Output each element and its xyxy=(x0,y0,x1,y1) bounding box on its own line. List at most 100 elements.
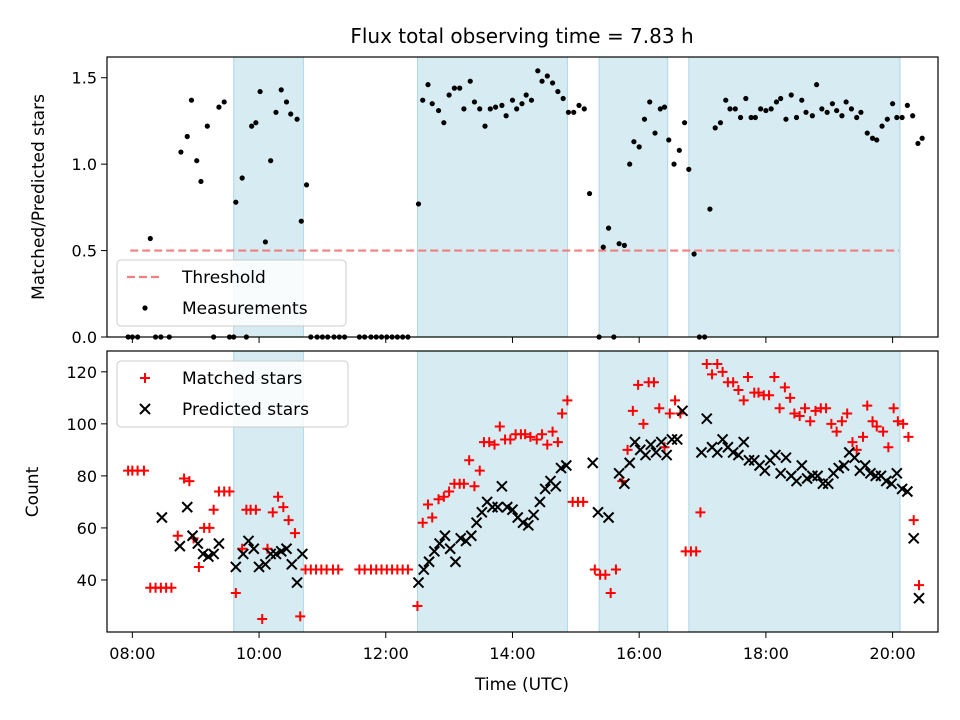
data-point xyxy=(645,438,657,451)
data-point xyxy=(534,496,546,508)
data-point xyxy=(851,444,862,455)
y-tick-label: 0.0 xyxy=(72,328,97,347)
data-point xyxy=(484,437,495,448)
data-point xyxy=(248,543,260,555)
data-point xyxy=(425,82,431,88)
data-point xyxy=(623,457,636,469)
data-point xyxy=(194,158,200,164)
data-point xyxy=(291,576,303,589)
x-tick-label: 18:00 xyxy=(743,644,789,663)
data-point xyxy=(539,483,551,495)
data-point xyxy=(298,218,304,224)
data-point xyxy=(799,97,805,103)
data-point xyxy=(616,241,622,247)
data-point xyxy=(799,403,810,414)
data-point xyxy=(908,532,920,545)
data-point xyxy=(613,467,625,479)
data-point xyxy=(919,135,925,141)
data-point xyxy=(839,113,845,119)
data-point xyxy=(476,506,488,519)
data-point xyxy=(537,429,548,440)
data-point xyxy=(435,107,442,114)
data-point xyxy=(587,457,599,469)
data-point xyxy=(204,123,210,129)
data-point xyxy=(547,426,558,437)
data-point xyxy=(660,449,673,461)
legend: Matched stars Predicted stars xyxy=(116,360,349,428)
data-point xyxy=(589,564,600,575)
x-tick-label: 16:00 xyxy=(616,644,662,663)
data-point xyxy=(764,390,775,401)
data-point xyxy=(743,95,749,102)
y-tick-label: 1.0 xyxy=(72,155,97,174)
data-point xyxy=(576,102,582,108)
data-point xyxy=(707,369,718,380)
data-point xyxy=(550,480,562,493)
legend-box xyxy=(116,259,347,327)
data-point xyxy=(793,114,800,121)
data-point xyxy=(858,431,869,442)
data-point xyxy=(711,446,724,459)
data-point xyxy=(864,130,870,136)
data-point xyxy=(156,511,168,524)
data-point xyxy=(627,405,638,416)
data-point xyxy=(262,239,268,245)
data-point xyxy=(869,135,876,141)
data-point xyxy=(829,101,836,107)
data-point xyxy=(444,486,455,497)
data-point xyxy=(539,78,545,84)
data-point xyxy=(779,382,790,393)
data-point xyxy=(415,201,422,207)
data-point xyxy=(514,106,520,112)
data-point xyxy=(178,149,184,155)
legend-marker xyxy=(140,373,150,383)
data-point xyxy=(848,451,861,464)
data-point xyxy=(627,161,633,167)
data-point xyxy=(278,502,289,513)
data-point xyxy=(184,476,195,487)
legend-box xyxy=(116,360,349,428)
data-point xyxy=(257,613,268,624)
data-point xyxy=(783,116,789,122)
data-point xyxy=(889,101,896,107)
data-point xyxy=(769,449,782,461)
data-point xyxy=(422,499,433,510)
data-point xyxy=(774,403,785,414)
data-point xyxy=(509,97,516,103)
data-point xyxy=(418,563,430,576)
data-point xyxy=(286,558,298,571)
data-point xyxy=(831,426,842,437)
shaded-interval xyxy=(688,56,901,338)
data-point xyxy=(867,416,878,427)
data-point xyxy=(467,78,473,84)
data-point xyxy=(520,429,531,440)
data-point xyxy=(221,99,227,105)
data-point xyxy=(294,116,300,122)
data-point xyxy=(147,235,153,242)
data-point xyxy=(333,564,344,575)
data-point xyxy=(253,120,259,126)
data-point xyxy=(242,535,255,547)
data-point xyxy=(904,102,910,108)
data-point xyxy=(738,436,750,448)
data-point xyxy=(494,421,505,432)
x-tick-label: 10:00 xyxy=(236,644,282,663)
data-point xyxy=(854,114,860,121)
data-point xyxy=(233,199,239,205)
data-point xyxy=(666,433,678,446)
y-tick-label: 100 xyxy=(66,415,97,434)
data-point xyxy=(489,439,500,450)
data-point xyxy=(179,473,190,484)
data-point xyxy=(296,548,309,560)
data-point xyxy=(891,467,903,479)
shaded-interval xyxy=(416,56,568,338)
data-point xyxy=(670,395,681,406)
axes-frame xyxy=(106,56,939,338)
data-point xyxy=(427,512,438,523)
data-point xyxy=(647,99,653,105)
data-point xyxy=(280,543,293,555)
data-point xyxy=(496,480,508,493)
data-point xyxy=(834,107,840,114)
data-point xyxy=(602,511,615,524)
data-point xyxy=(908,515,919,526)
